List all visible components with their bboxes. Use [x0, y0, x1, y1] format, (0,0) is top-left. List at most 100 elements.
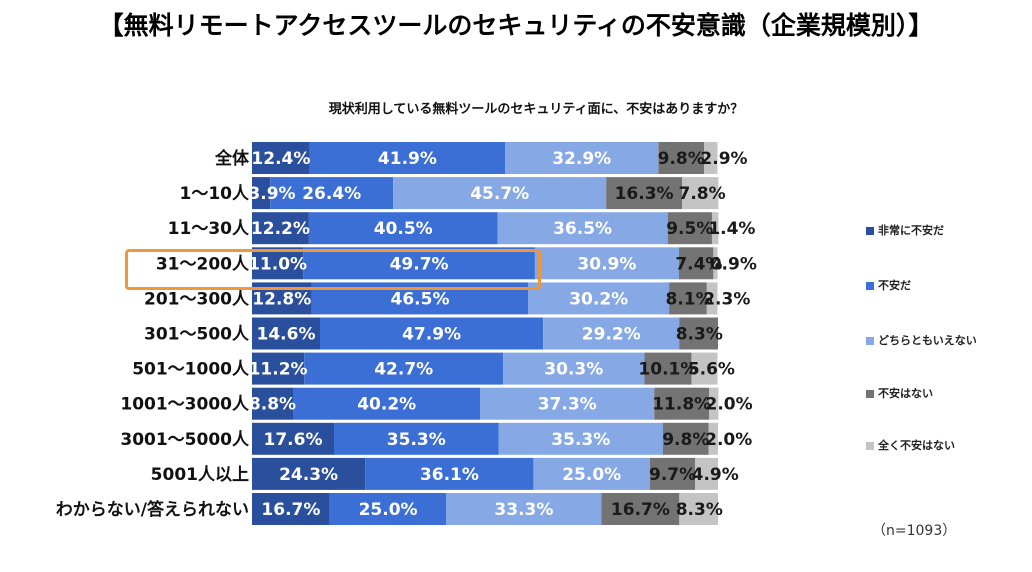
value-label: 33.3%: [494, 500, 553, 520]
legend-item-not-at-all: 全く不安はない: [866, 437, 955, 453]
bar-segment: [252, 247, 304, 280]
bar-segment: [678, 247, 714, 280]
value-label: 37.3%: [538, 395, 597, 415]
bar-segment: [293, 387, 481, 420]
value-label: 10.1%: [638, 360, 697, 380]
value-label: 8.3%: [676, 500, 723, 520]
legend-swatch: [866, 390, 874, 398]
value-label: 7.4%: [675, 254, 722, 274]
bar-segment: [480, 387, 655, 420]
bar-segment: [252, 422, 334, 455]
value-label: 8.3%: [676, 325, 723, 345]
bar-segment: [682, 177, 719, 210]
bar-segment: [329, 493, 447, 525]
legend-swatch: [866, 282, 874, 290]
bar-segment: [658, 142, 705, 174]
bar-segment: [704, 142, 718, 174]
bar-segment: [533, 457, 650, 490]
bar-segment: [252, 317, 320, 350]
bar-segment: [667, 212, 712, 245]
category-label: 5001人以上: [151, 465, 249, 485]
bar-segment: [691, 352, 718, 385]
bar-segment: [663, 422, 709, 455]
bar-segment: [308, 212, 498, 245]
bar-segment: [252, 352, 305, 385]
legend-label: 全く不安はない: [878, 439, 955, 452]
bar-segment: [446, 493, 602, 525]
value-label: 36.5%: [553, 219, 612, 239]
value-label: 12.8%: [252, 289, 311, 309]
value-label: 35.3%: [551, 430, 610, 450]
value-label: 9.5%: [666, 219, 713, 239]
value-label: 12.2%: [251, 219, 310, 239]
bar-segment: [304, 352, 504, 385]
value-label: 2.9%: [700, 149, 747, 169]
bar-segment: [303, 247, 535, 280]
value-label: 25.0%: [562, 465, 621, 485]
bar-segment: [650, 457, 696, 490]
bar-segment: [393, 177, 607, 210]
value-label: 30.2%: [569, 289, 628, 309]
value-label: 8.8%: [249, 395, 296, 415]
value-label: 16.7%: [611, 500, 670, 520]
value-label: 17.6%: [264, 430, 323, 450]
bar-segment: [252, 387, 293, 420]
value-label: 3.9%: [248, 184, 295, 204]
value-label: 2.0%: [705, 430, 752, 450]
bar-segment: [528, 282, 669, 315]
category-label: 1〜10人: [180, 184, 250, 204]
bar-segment: [365, 457, 534, 490]
bar-segment: [497, 212, 668, 245]
value-label: 2.3%: [703, 289, 750, 309]
value-label: 29.2%: [582, 325, 641, 345]
value-label: 24.3%: [279, 465, 338, 485]
bar-segment: [695, 457, 718, 490]
value-label: 35.3%: [387, 430, 446, 450]
bar-segment: [503, 352, 645, 385]
value-label: 5.6%: [688, 360, 735, 380]
legend-label: 不安だ: [878, 279, 911, 292]
bar-segment: [669, 282, 707, 315]
legend-label: どちらともいえない: [878, 334, 977, 347]
chart-subtitle: 現状利用している無料ツールのセキュリティ面に、不安はありますか？: [328, 102, 744, 117]
bar-segment: [711, 212, 719, 245]
value-label: 30.3%: [544, 360, 603, 380]
value-label: 36.1%: [420, 465, 479, 485]
value-label: 49.7%: [390, 254, 449, 274]
bar-segment: [543, 317, 680, 350]
legend-item-anxious: 不安だ: [866, 277, 911, 293]
value-label: 11.2%: [249, 360, 308, 380]
bar-segment: [505, 142, 659, 174]
value-label: 11.8%: [652, 395, 711, 415]
category-label: 1001〜3000人: [120, 395, 250, 415]
bar-segment: [252, 142, 310, 174]
bar-segment: [601, 493, 680, 525]
sample-size-note: （n=1093）: [872, 523, 957, 539]
value-label: 46.5%: [391, 289, 450, 309]
value-label: 4.9%: [692, 465, 739, 485]
category-label: 3001〜5000人: [120, 430, 250, 450]
category-labels: 全体 1〜10人 11〜30人 31〜200人 201〜300人 301〜500人 501〜…: [56, 148, 250, 520]
category-label: わからない/答えられない: [56, 499, 249, 520]
value-label: 30.9%: [577, 254, 636, 274]
value-label: 9.8%: [658, 149, 705, 169]
bar-segment: [270, 177, 394, 210]
bar-segment: [713, 247, 718, 280]
category-label: 11〜30人: [168, 219, 250, 239]
legend-item-very-anxious: 非常に不安だ: [866, 222, 944, 238]
legend-item-not-anxious: 不安はない: [866, 385, 933, 401]
category-label: 全体: [214, 148, 250, 169]
legend-swatch: [866, 442, 874, 450]
bar-segment: [679, 317, 718, 350]
value-label: 41.9%: [378, 149, 437, 169]
value-label: 12.4%: [251, 149, 310, 169]
legend-label: 非常に不安だ: [878, 224, 944, 237]
bar-segment: [252, 212, 309, 245]
bar-segment: [320, 317, 544, 350]
value-label: 7.8%: [679, 184, 726, 204]
bar-segment: [498, 422, 663, 455]
legend-swatch: [866, 227, 874, 235]
bar-segment: [654, 387, 710, 420]
value-label: 45.7%: [470, 184, 529, 204]
